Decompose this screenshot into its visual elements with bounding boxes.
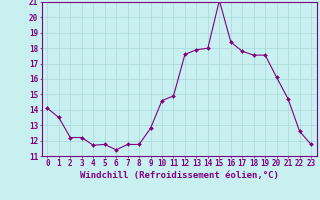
X-axis label: Windchill (Refroidissement éolien,°C): Windchill (Refroidissement éolien,°C) (80, 171, 279, 180)
